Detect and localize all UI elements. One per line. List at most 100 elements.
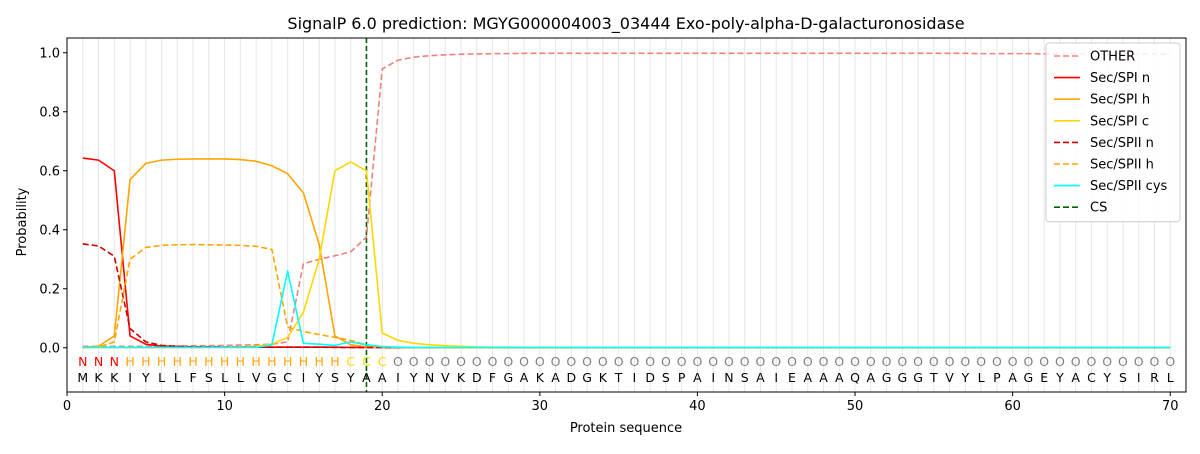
region-label: O — [897, 354, 907, 369]
residue-letter: N — [724, 370, 733, 385]
region-label: O — [425, 354, 435, 369]
region-label: O — [629, 354, 639, 369]
residue-letter: Y — [314, 370, 323, 385]
region-label: O — [677, 354, 687, 369]
residue-letter: F — [489, 370, 496, 385]
residue-letter: V — [441, 370, 450, 385]
region-label: O — [440, 354, 450, 369]
legend-label: OTHER — [1090, 50, 1135, 65]
residue-letter: C — [283, 370, 292, 385]
x-tick-label: 70 — [1162, 399, 1179, 414]
region-label: O — [819, 354, 829, 369]
series-line-sec-spi-h — [82, 158, 1171, 349]
region-label: O — [582, 354, 592, 369]
region-label: O — [1102, 354, 1112, 369]
residue-letter: V — [945, 370, 954, 385]
region-label: O — [850, 354, 860, 369]
residue-letter: A — [1071, 370, 1080, 385]
region-label: O — [393, 354, 403, 369]
residue-layer: NMNKNKHIHYHLHLHFHSHLHLHVHGHCHIHYHSCYCACA… — [77, 354, 1175, 385]
residue-letter: A — [362, 370, 371, 385]
residue-letter: V — [252, 370, 261, 385]
residue-letter: Y — [1055, 370, 1064, 385]
residue-letter: Q — [850, 370, 860, 385]
region-label: O — [472, 354, 482, 369]
region-label: N — [110, 354, 119, 369]
plot-frame — [66, 37, 1187, 393]
series-line-sec-spii-h — [82, 243, 1171, 349]
residue-letter: A — [867, 370, 876, 385]
region-label: O — [787, 354, 797, 369]
x-tick-label: 40 — [689, 399, 706, 414]
residue-letter: K — [457, 370, 466, 385]
residue-letter: D — [472, 370, 482, 385]
region-label: O — [661, 354, 671, 369]
residue-letter: P — [993, 370, 1001, 385]
residue-letter: S — [741, 370, 749, 385]
residue-letter: G — [882, 370, 892, 385]
region-label: O — [866, 354, 876, 369]
region-label: O — [566, 354, 576, 369]
series-line-sec-spii-cys — [82, 270, 1171, 349]
residue-letter: A — [378, 370, 387, 385]
region-label: O — [1008, 354, 1018, 369]
region-label: O — [960, 354, 970, 369]
legend-label: Sec/SPII cys — [1090, 179, 1168, 194]
region-label: C — [362, 354, 371, 369]
region-label: O — [913, 354, 923, 369]
region-label: H — [204, 354, 213, 369]
region-label: H — [267, 354, 276, 369]
region-label: O — [929, 354, 939, 369]
residue-letter: C — [1087, 370, 1096, 385]
region-label: O — [771, 354, 781, 369]
region-label: O — [1071, 354, 1081, 369]
legend-label: CS — [1090, 201, 1107, 216]
axes-layer: 0 10 20 30 40 50 60 70 0.0 0.2 0.4 0.6 0.8 1.0 — [39, 37, 1187, 414]
region-label: O — [756, 354, 766, 369]
region-label: O — [598, 354, 608, 369]
residue-letter: L — [237, 370, 244, 385]
residue-letter: I — [633, 370, 637, 385]
region-label: O — [519, 354, 529, 369]
residue-letter: E — [1040, 370, 1048, 385]
region-label: H — [141, 354, 150, 369]
residue-letter: I — [302, 370, 306, 385]
region-label: O — [456, 354, 466, 369]
residue-letter: A — [819, 370, 828, 385]
region-label: H — [314, 354, 323, 369]
region-label: O — [882, 354, 892, 369]
y-tick-label: 0.4 — [39, 223, 60, 238]
region-label: O — [535, 354, 545, 369]
residue-letter: L — [221, 370, 228, 385]
region-label: O — [645, 354, 655, 369]
region-label: H — [251, 354, 260, 369]
residue-letter: A — [835, 370, 844, 385]
residue-letter: P — [678, 370, 686, 385]
residue-letter: I — [396, 370, 400, 385]
residue-letter: S — [331, 370, 339, 385]
chart-title: SignalP 6.0 prediction: MGYG000004003_03… — [287, 14, 964, 34]
residue-letter: G — [503, 370, 513, 385]
series-layer — [82, 52, 1171, 349]
x-tick-label: 0 — [63, 399, 71, 414]
region-label: H — [283, 354, 292, 369]
region-label: C — [378, 354, 387, 369]
region-label: O — [1134, 354, 1144, 369]
region-label: O — [992, 354, 1002, 369]
residue-letter: Y — [409, 370, 418, 385]
y-tick-label: 0.2 — [39, 282, 60, 297]
y-tick-label: 1.0 — [39, 46, 60, 61]
x-tick-label: 30 — [532, 399, 549, 414]
residue-letter: E — [788, 370, 796, 385]
series-line-sec-spi-c — [82, 161, 1171, 349]
residue-letter: A — [693, 370, 702, 385]
legend-label: Sec/SPI h — [1090, 93, 1150, 108]
region-label: O — [614, 354, 624, 369]
residue-letter: Y — [961, 370, 970, 385]
residue-letter: L — [1167, 370, 1174, 385]
region-label: O — [488, 354, 498, 369]
y-axis-label: Probability — [15, 187, 30, 256]
residue-letter: A — [756, 370, 765, 385]
region-label: O — [740, 354, 750, 369]
